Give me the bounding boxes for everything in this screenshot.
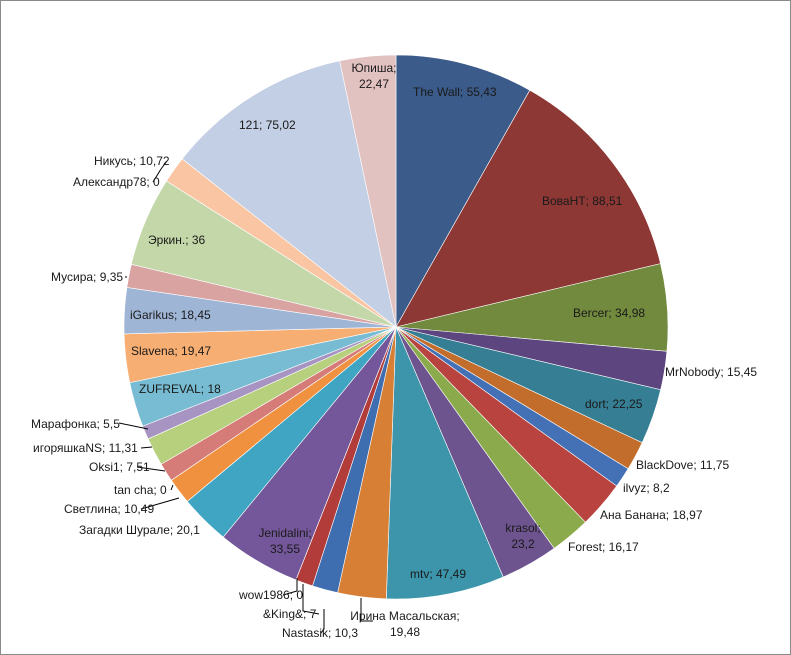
leader-line-oksi1 [136, 466, 166, 472]
data-label-ирина-масальская: Ирина Масальская; 19,48 [350, 609, 459, 639]
data-label-121: 121; 75,02 [239, 118, 296, 132]
pie-slices [123, 54, 669, 600]
data-label-вовант: ВоваНТ; 88,51 [542, 194, 623, 208]
leader-line-марафонка [118, 422, 149, 430]
data-label-bercer: Bercer; 34,98 [573, 306, 645, 320]
data-label-светлина: Светлина; 10,49 [64, 502, 154, 516]
pie-slice-mtv [385, 326, 504, 600]
data-label-mtv: mtv; 47,49 [410, 567, 466, 581]
data-label-dort: dort; 22,25 [585, 397, 643, 411]
data-label-forest: Forest; 16,17 [568, 540, 639, 554]
leader-line-светлина [140, 497, 180, 510]
data-label-oksi1: Oksi1; 7,51 [89, 460, 150, 474]
data-label-mrnobody: MrNobody; 15,45 [665, 365, 757, 379]
leader-lines [118, 160, 373, 634]
data-label-ilvyz: ilvyz; 8,2 [623, 481, 670, 495]
data-label-игоряшкаns: игоряшкаNS; 11,31 [33, 441, 138, 455]
data-label-ана-банана: Ана Банана; 18,97 [600, 508, 703, 522]
leader-line-tan-cha [170, 484, 174, 491]
data-label-nastasik: Nastasik; 10,3 [282, 626, 358, 640]
data-label-tan-cha: tan cha; 0 [114, 483, 167, 497]
data-label-wow1986: wow1986; 0 [238, 588, 303, 602]
data-label-the-wall: The Wall; 55,43 [413, 85, 497, 99]
data-label-krasol: krasol; 23,2 [505, 521, 540, 551]
pie-slice-юпиша [339, 54, 397, 328]
data-label-igarikus: iGarikus; 18,45 [130, 308, 211, 322]
data-label-king: &King&; 7 [263, 607, 317, 621]
data-label-никусь: Никусь; 10,72 [94, 154, 170, 168]
leader-line-александр78 [152, 168, 162, 183]
leader-line-wow1986 [282, 578, 298, 596]
data-label-мусира: Мусира; 9,35 [51, 270, 123, 284]
data-label-zufreval: ZUFREVAL; 18 [139, 382, 221, 396]
pie-slice-the-wall [395, 54, 531, 329]
leader-line-игоряшкаns [140, 446, 153, 449]
leader-line-king [302, 584, 320, 615]
pie-slice-вовант [395, 89, 661, 328]
data-label-blackdove: BlackDove; 11,75 [636, 458, 729, 472]
leader-line-nastasik [320, 609, 325, 634]
data-label-эркин: Эркин.; 36 [148, 233, 206, 247]
leader-line-никусь [160, 160, 168, 170]
leader-line-ирина-масальская [360, 598, 373, 622]
data-label-slavena: Slavena; 19,47 [131, 344, 211, 358]
data-label-jenidalini: Jenidalini; 33,55 [258, 526, 311, 556]
data-label-юпиша: Юпиша; 22,47 [352, 61, 397, 91]
data-labels: The Wall; 55,43 ВоваНТ; 88,51 Bercer; 34,9… [31, 61, 757, 640]
data-label-загадки-шурале: Загадки Шурале; 20,1 [79, 523, 200, 537]
data-label-александр78: Александр78; 0 [73, 175, 160, 189]
pie-slice-121 [181, 60, 397, 328]
data-label-марафонка: Марафонка; 5,5 [31, 417, 120, 431]
